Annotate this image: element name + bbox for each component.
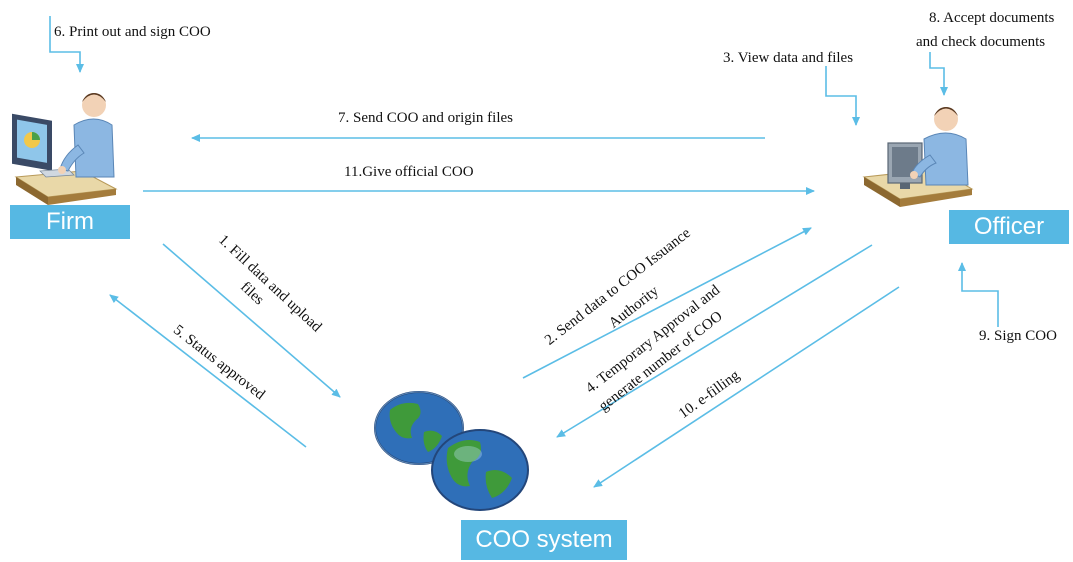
step-3-label: 3. View data and files	[723, 50, 854, 66]
firm-workstation-icon	[12, 93, 118, 205]
globes-icon	[374, 391, 529, 511]
arrow-step-6	[49, 16, 84, 73]
arrow-step-5	[109, 294, 307, 448]
arrow-step-3	[825, 66, 860, 126]
arrow-step-10	[593, 286, 900, 488]
coo-system-badge: COO system	[461, 520, 627, 560]
officer-badge: Officer	[949, 210, 1069, 244]
step-7-label: 7. Send COO and origin files	[338, 110, 513, 126]
arrow-step-1	[162, 243, 341, 398]
officer-workstation-icon	[862, 107, 974, 207]
firm-badge: Firm	[10, 205, 130, 239]
arrow-step-4	[556, 244, 873, 438]
step-9-label: 9. Sign COO	[979, 328, 1057, 344]
arrow-step-9	[958, 262, 999, 327]
step-8-label-line-2: and check documents	[916, 34, 1046, 50]
step-8-label-line-1: 8. Accept documents	[929, 10, 1055, 26]
arrow-step-8	[929, 52, 948, 96]
step-11-label: 11.Give official COO	[344, 164, 474, 180]
step-6-label: 6. Print out and sign COO	[54, 24, 211, 40]
arrow-step-2	[522, 227, 812, 379]
